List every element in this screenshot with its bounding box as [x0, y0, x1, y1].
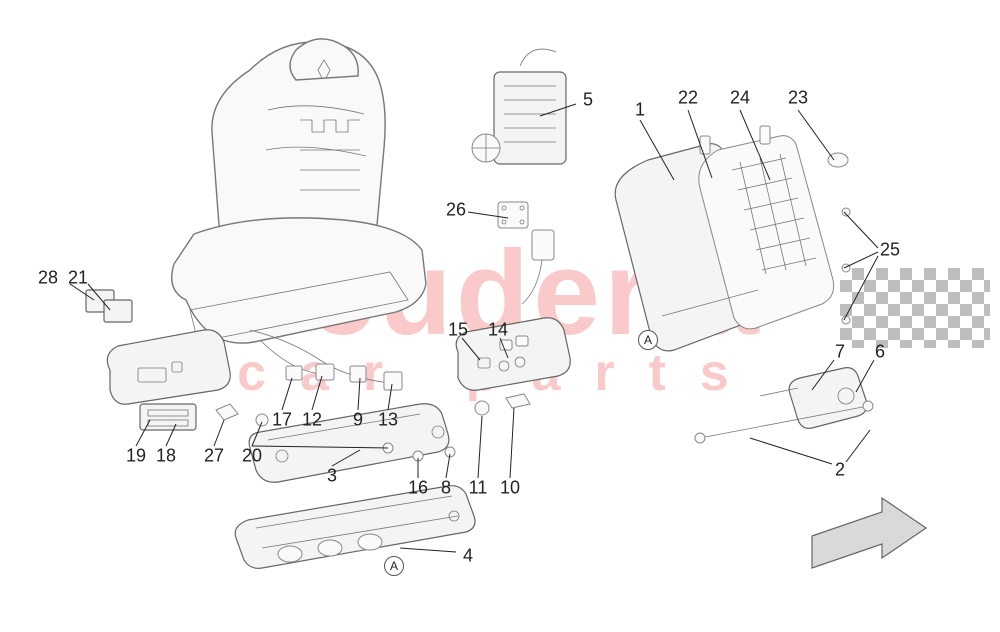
parts-svg [0, 0, 1000, 632]
seat-track [235, 486, 475, 575]
seat-assembly [172, 39, 426, 343]
wiring-harness [250, 330, 402, 390]
recliner-mech [760, 368, 867, 429]
bolt-20a [256, 414, 268, 426]
backrest-frame [615, 126, 850, 351]
diagram-stage: scuderia car parts [0, 0, 1000, 632]
cushion-frame [249, 404, 449, 483]
outer-trim-panel [107, 330, 230, 404]
lumbar-unit [472, 49, 566, 164]
inner-trim-panel [456, 318, 570, 415]
direction-arrow [812, 498, 926, 568]
relay-boxes [86, 290, 132, 322]
connector-27 [216, 404, 238, 420]
